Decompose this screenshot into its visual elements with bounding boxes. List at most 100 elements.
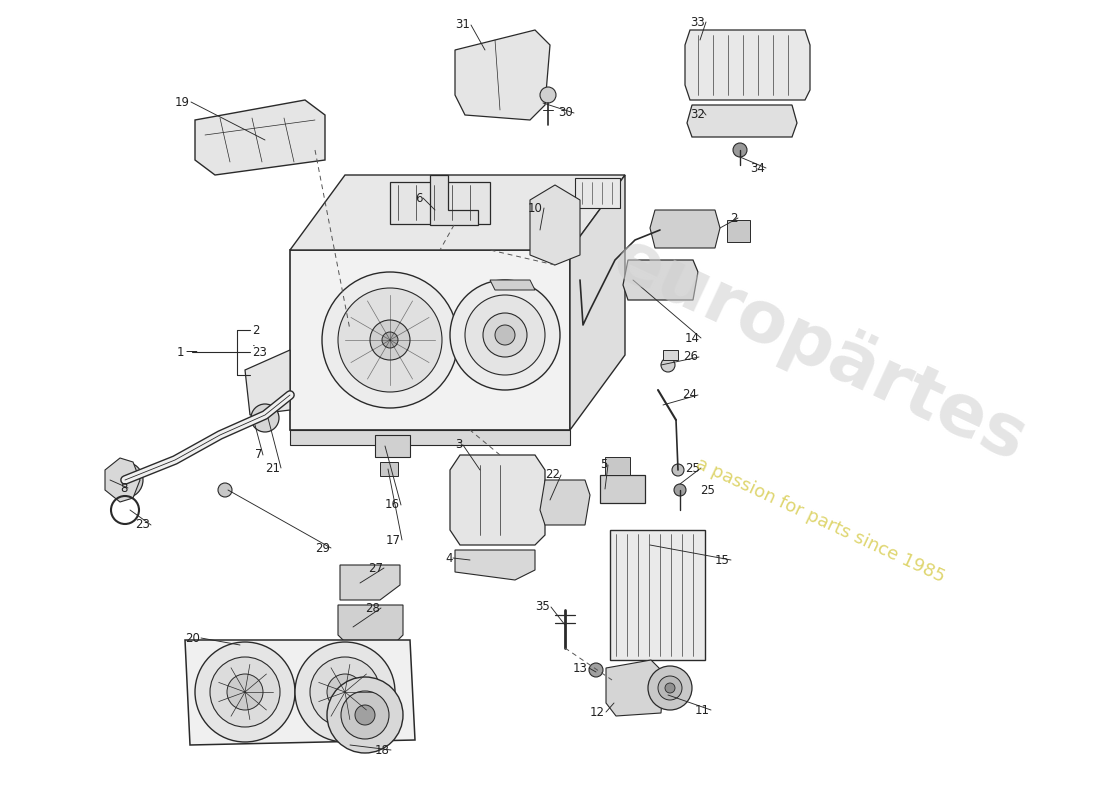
Text: 2: 2 [730, 211, 737, 225]
Text: 4: 4 [446, 551, 452, 565]
Polygon shape [575, 178, 620, 208]
Text: 28: 28 [365, 602, 380, 614]
Circle shape [327, 674, 363, 710]
Circle shape [310, 657, 380, 727]
Text: 16: 16 [385, 498, 400, 511]
Text: 5: 5 [600, 458, 607, 471]
Polygon shape [455, 30, 550, 120]
Text: 13: 13 [573, 662, 587, 674]
Circle shape [588, 663, 603, 677]
Polygon shape [605, 457, 630, 475]
Text: 34: 34 [750, 162, 764, 174]
Text: 35: 35 [535, 601, 550, 614]
Polygon shape [375, 435, 410, 457]
Text: 26: 26 [683, 350, 698, 363]
Circle shape [465, 295, 544, 375]
Polygon shape [340, 565, 400, 600]
Polygon shape [455, 550, 535, 580]
Text: 22: 22 [544, 469, 560, 482]
Text: 20: 20 [185, 631, 200, 645]
Circle shape [382, 332, 398, 348]
Circle shape [322, 272, 458, 408]
Text: 19: 19 [175, 95, 190, 109]
Circle shape [672, 464, 684, 476]
Circle shape [661, 358, 675, 372]
Polygon shape [430, 175, 478, 225]
Text: 33: 33 [690, 15, 705, 29]
Circle shape [341, 691, 389, 739]
Polygon shape [688, 105, 798, 137]
Polygon shape [245, 350, 290, 415]
Circle shape [540, 87, 556, 103]
Text: 25: 25 [685, 462, 700, 474]
Circle shape [355, 705, 375, 725]
Text: 11: 11 [695, 703, 710, 717]
Text: 23: 23 [252, 346, 267, 358]
Text: 23: 23 [135, 518, 150, 531]
Text: 3: 3 [455, 438, 462, 451]
Polygon shape [606, 660, 664, 716]
Polygon shape [185, 640, 415, 745]
Text: 25: 25 [700, 483, 715, 497]
Polygon shape [490, 280, 535, 290]
Circle shape [116, 471, 134, 489]
Circle shape [483, 313, 527, 357]
Polygon shape [530, 185, 580, 265]
Circle shape [674, 484, 686, 496]
Polygon shape [650, 210, 721, 248]
Text: 24: 24 [682, 389, 697, 402]
Text: 12: 12 [590, 706, 605, 718]
Text: europärtes: europärtes [602, 223, 1038, 477]
Polygon shape [195, 100, 324, 175]
Text: 17: 17 [386, 534, 402, 546]
Text: 29: 29 [315, 542, 330, 554]
Polygon shape [570, 175, 625, 430]
Polygon shape [390, 182, 490, 224]
Circle shape [733, 143, 747, 157]
Polygon shape [290, 250, 570, 430]
Text: 32: 32 [690, 109, 705, 122]
Polygon shape [450, 455, 544, 545]
Polygon shape [290, 175, 625, 250]
Circle shape [107, 462, 143, 498]
Circle shape [327, 677, 403, 753]
Circle shape [495, 325, 515, 345]
Text: 8: 8 [120, 482, 128, 494]
Text: a passion for parts since 1985: a passion for parts since 1985 [693, 454, 947, 586]
Text: —: — [185, 346, 197, 358]
Circle shape [450, 280, 560, 390]
Polygon shape [600, 475, 645, 503]
Circle shape [370, 320, 410, 360]
Polygon shape [540, 480, 590, 525]
Polygon shape [104, 458, 140, 502]
Text: .: . [252, 335, 255, 349]
Circle shape [295, 642, 395, 742]
Circle shape [666, 683, 675, 693]
Polygon shape [727, 220, 750, 242]
Circle shape [251, 404, 279, 432]
Polygon shape [663, 350, 678, 360]
Text: 15: 15 [715, 554, 730, 566]
Polygon shape [610, 530, 705, 660]
Text: 21: 21 [265, 462, 280, 474]
Text: 31: 31 [455, 18, 470, 31]
Circle shape [658, 676, 682, 700]
Text: 18: 18 [375, 743, 389, 757]
Text: 2: 2 [252, 323, 260, 337]
Text: 10: 10 [528, 202, 543, 214]
Polygon shape [623, 260, 698, 300]
Circle shape [648, 666, 692, 710]
Text: 7: 7 [255, 449, 263, 462]
Polygon shape [290, 430, 570, 445]
Text: 1: 1 [177, 346, 185, 358]
Polygon shape [338, 605, 403, 650]
Text: 6: 6 [415, 191, 422, 205]
Circle shape [227, 674, 263, 710]
Circle shape [195, 642, 295, 742]
Text: 30: 30 [558, 106, 573, 119]
Circle shape [218, 483, 232, 497]
Circle shape [338, 288, 442, 392]
Polygon shape [685, 30, 810, 100]
Polygon shape [379, 462, 398, 476]
Circle shape [210, 657, 280, 727]
